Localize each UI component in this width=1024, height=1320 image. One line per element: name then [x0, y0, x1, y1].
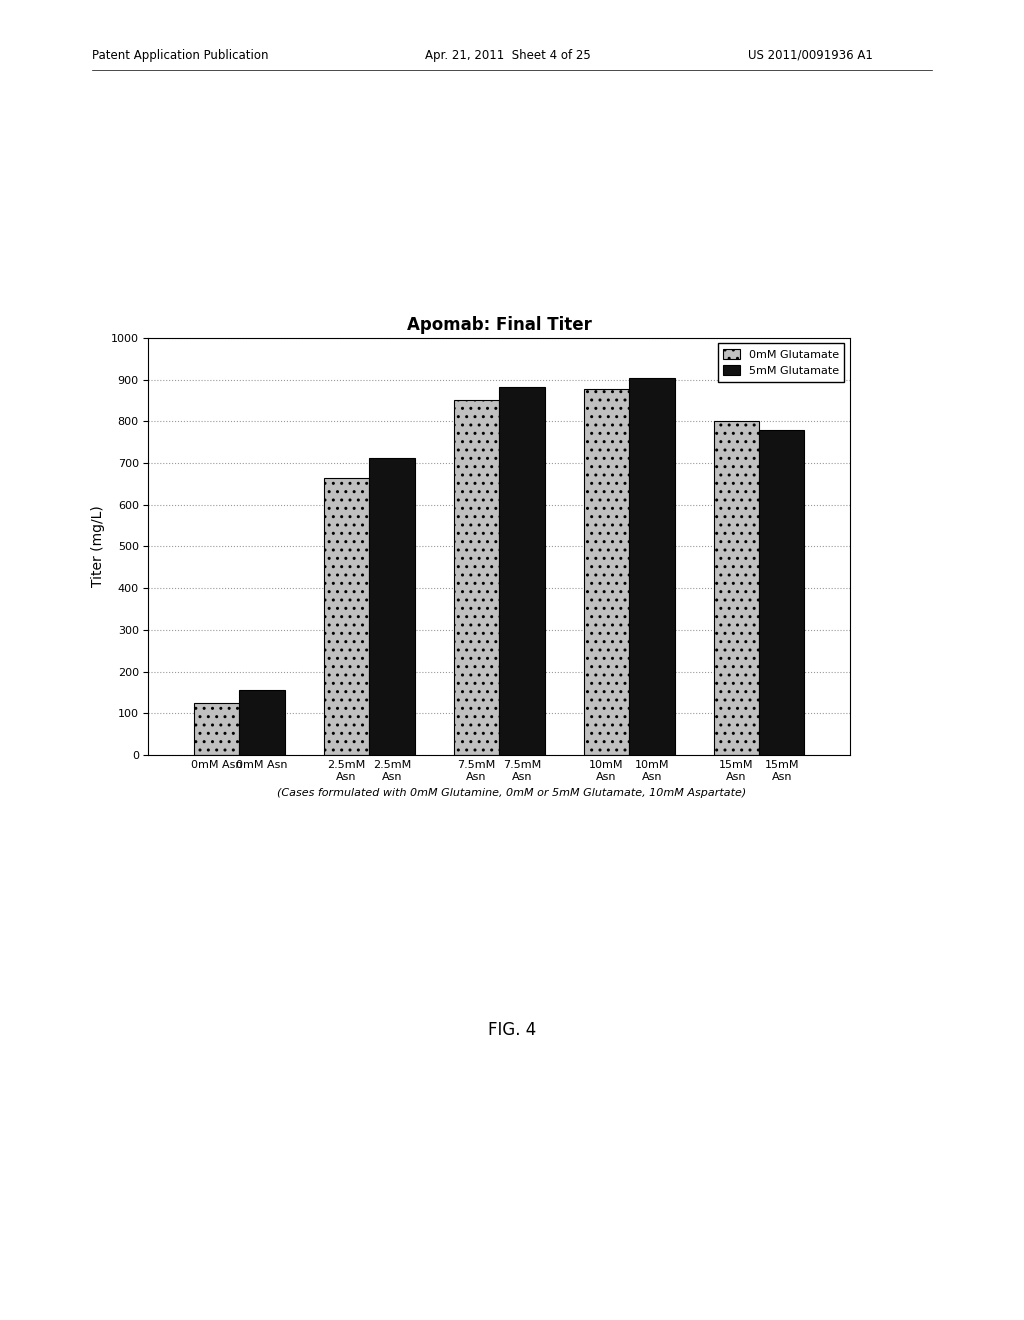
Text: Apr. 21, 2011  Sheet 4 of 25: Apr. 21, 2011 Sheet 4 of 25 [425, 49, 591, 62]
Bar [370, 458, 415, 755]
Text: FIG. 4: FIG. 4 [487, 1020, 537, 1039]
Bar [454, 400, 499, 755]
Text: US 2011/0091936 A1: US 2011/0091936 A1 [748, 49, 872, 62]
Bar [584, 389, 629, 755]
Bar [324, 478, 370, 755]
Bar [240, 690, 285, 755]
Y-axis label: Titer (mg/L): Titer (mg/L) [91, 506, 105, 587]
Bar [499, 387, 545, 755]
Bar [629, 378, 675, 755]
Bar [759, 430, 805, 755]
Legend: 0mM Glutamate, 5mM Glutamate: 0mM Glutamate, 5mM Glutamate [718, 343, 845, 381]
Text: (Cases formulated with 0mM Glutamine, 0mM or 5mM Glutamate, 10mM Aspartate): (Cases formulated with 0mM Glutamine, 0m… [278, 788, 746, 799]
Title: Apomab: Final Titer: Apomab: Final Titer [407, 315, 592, 334]
Text: Patent Application Publication: Patent Application Publication [92, 49, 268, 62]
Bar [714, 421, 759, 755]
Bar [194, 702, 240, 755]
